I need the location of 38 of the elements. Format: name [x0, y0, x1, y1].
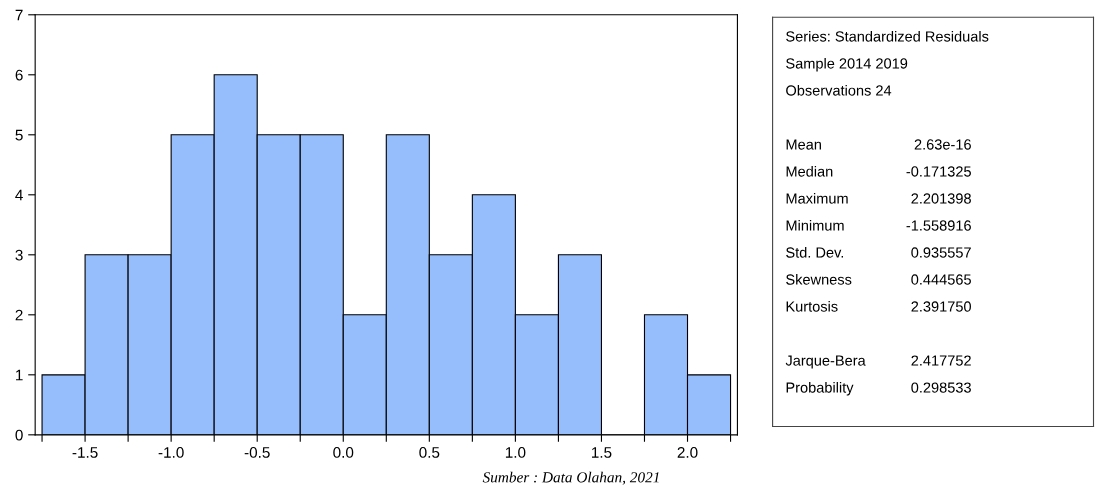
text: -0.171325: [906, 166, 971, 177]
category-label: Minimum: [786, 219, 844, 231]
y-tick-label: 6: [15, 69, 23, 81]
y-tick-label: 4: [15, 189, 23, 201]
text: 2.63e-16: [914, 139, 971, 150]
category-label: Mean: [786, 139, 821, 150]
x-tick-label: -1.0: [158, 447, 184, 458]
y-tick-label: 5: [15, 129, 23, 141]
text: Series: Standardized Residuals: [786, 30, 989, 42]
x-tick-label: 0.0: [333, 447, 354, 458]
y-tick-label: 2: [15, 309, 23, 321]
y-tick-label: 1: [16, 369, 23, 381]
category-label: Probability: [786, 382, 854, 396]
category-label: Median: [786, 165, 833, 177]
y-tick-label: 3: [15, 249, 23, 261]
text: 0.935557: [911, 247, 971, 258]
x-tick-label: 1.0: [505, 447, 526, 458]
text: 0.444565: [911, 274, 971, 285]
text: -1.558916: [906, 220, 971, 231]
category-label: Kurtosis: [786, 300, 838, 312]
x-tick-label: 2.0: [677, 447, 698, 458]
x-tick-label: 1.5: [592, 447, 612, 458]
y-tick-label: 0: [15, 429, 23, 441]
text: 2.391750: [911, 301, 971, 312]
text: Sumber : Data Olahan, 2021: [482, 471, 659, 485]
x-tick-label: 0.5: [419, 447, 440, 458]
text: Sample 2014 2019: [786, 57, 908, 72]
x-tick-label: -1.5: [72, 447, 98, 458]
category-label: Jarque-Bera: [785, 355, 866, 369]
text: 2.417752: [911, 355, 971, 366]
x-tick-label: -0.5: [244, 447, 270, 458]
text: 0.298533: [911, 382, 971, 393]
y-tick-label: 7: [15, 9, 23, 21]
category-label: Std. Dev.: [786, 246, 843, 258]
category-label: Maximum: [786, 192, 848, 204]
text: Observations 24: [786, 84, 892, 96]
text: 2.201398: [911, 193, 971, 204]
category-label: Skewness: [786, 273, 852, 285]
